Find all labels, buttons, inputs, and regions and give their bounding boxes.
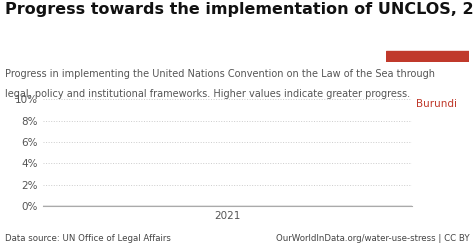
Bar: [386, 51, 469, 62]
Text: OurWorldInData.org/water-use-stress | CC BY: OurWorldInData.org/water-use-stress | CC…: [276, 234, 469, 243]
Text: Progress in implementing the United Nations Convention on the Law of the Sea thr: Progress in implementing the United Nati…: [5, 69, 435, 79]
Text: legal, policy and institutional frameworks. Higher values indicate greater progr: legal, policy and institutional framewor…: [5, 89, 410, 99]
Text: Progress towards the implementation of UNCLOS, 2021: Progress towards the implementation of U…: [5, 2, 474, 17]
Text: Data source: UN Office of Legal Affairs: Data source: UN Office of Legal Affairs: [5, 234, 171, 243]
Text: Our World
in Data: Our World in Data: [404, 18, 452, 38]
Text: Burundi: Burundi: [416, 99, 457, 109]
